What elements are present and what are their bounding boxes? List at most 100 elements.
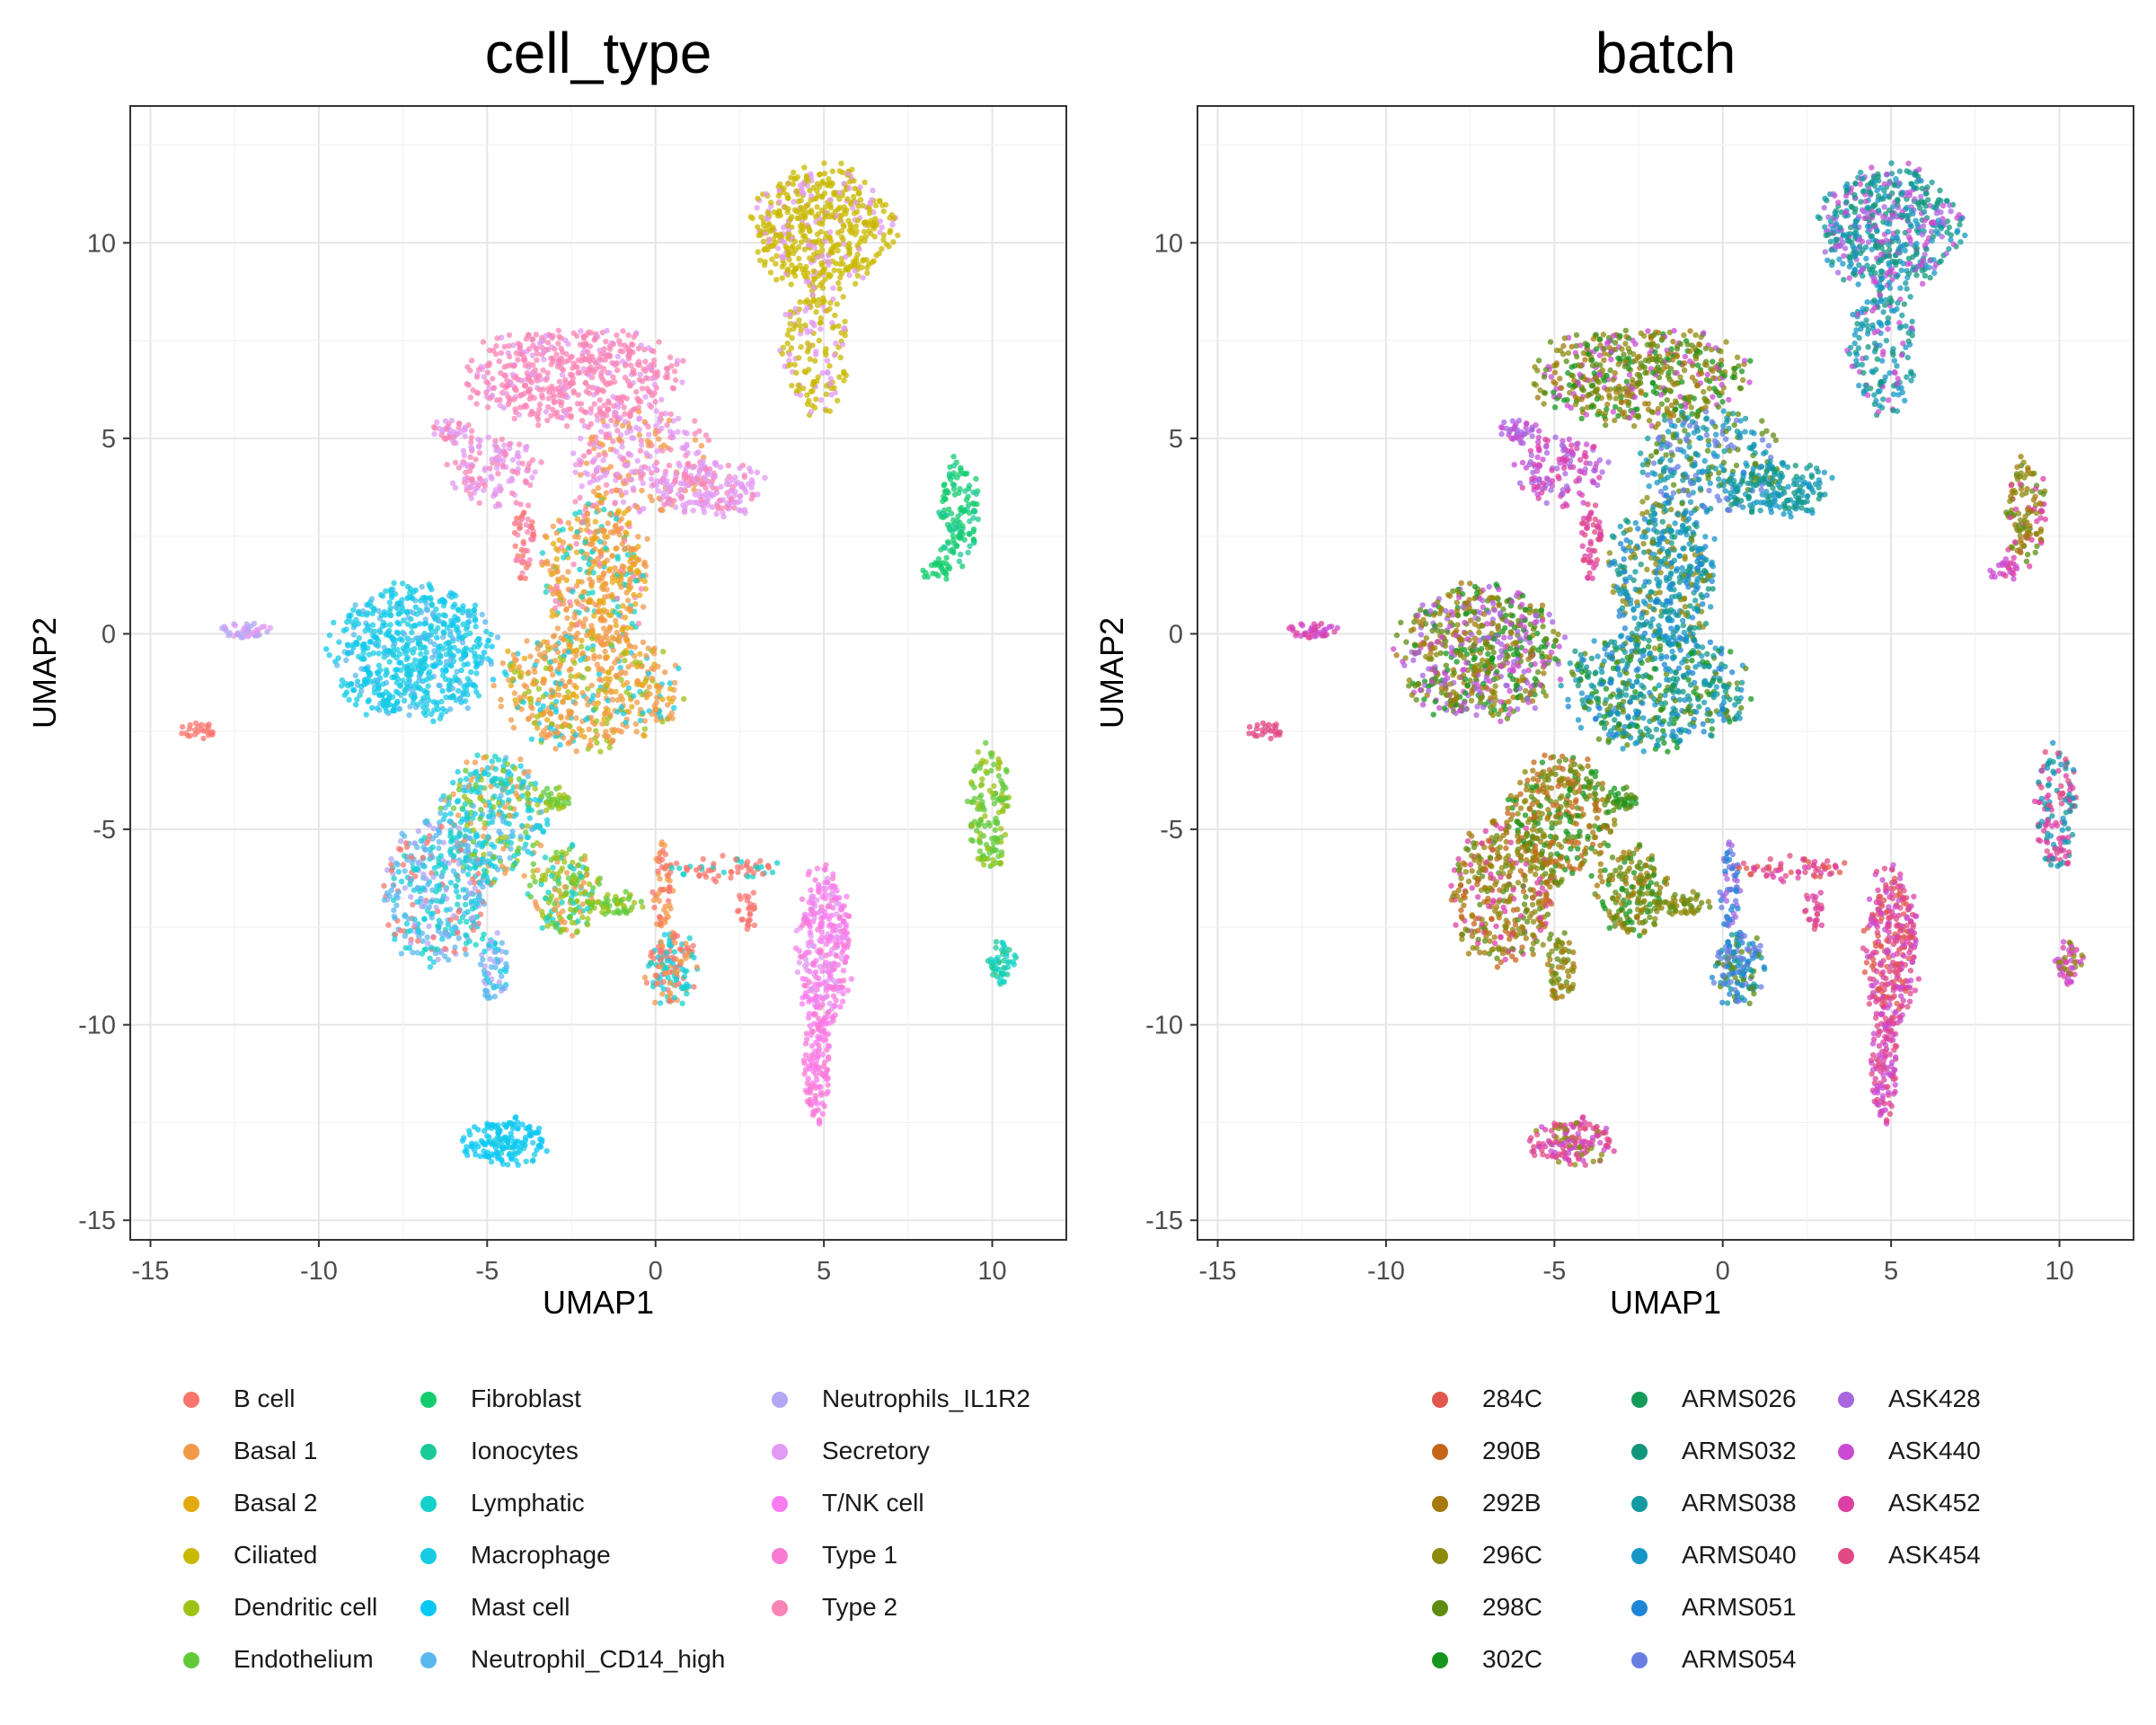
data-point <box>350 632 358 638</box>
data-point <box>835 344 842 350</box>
data-point <box>504 377 510 384</box>
data-point <box>698 497 704 503</box>
data-point <box>425 683 431 689</box>
data-point <box>420 703 427 711</box>
data-point <box>397 600 403 606</box>
data-point <box>835 961 842 969</box>
data-point <box>617 898 624 904</box>
data-point <box>614 448 620 455</box>
data-point <box>748 477 755 483</box>
data-point <box>638 898 644 905</box>
data-point <box>417 641 423 647</box>
data-point <box>822 212 828 218</box>
data-point <box>659 477 666 484</box>
data-point <box>498 792 504 799</box>
data-point <box>532 796 539 803</box>
data-point <box>523 684 530 690</box>
data-point <box>331 619 337 626</box>
data-point <box>458 667 464 674</box>
data-point <box>427 955 433 961</box>
data-point <box>846 241 853 247</box>
data-point <box>748 496 755 502</box>
data-point <box>684 990 690 997</box>
data-point <box>572 610 579 617</box>
data-point <box>588 899 595 906</box>
data-point <box>653 459 660 465</box>
data-point <box>483 642 490 650</box>
data-point <box>573 549 580 555</box>
data-point <box>538 793 544 800</box>
data-point <box>526 385 534 393</box>
data-point <box>446 801 452 808</box>
data-point <box>422 644 429 650</box>
data-point <box>595 387 601 394</box>
data-point <box>738 859 745 865</box>
data-point <box>519 460 526 466</box>
data-point <box>425 881 431 888</box>
data-point <box>643 979 650 986</box>
data-point <box>644 535 650 543</box>
data-point <box>653 408 659 414</box>
data-point <box>362 627 368 634</box>
data-point <box>421 595 429 601</box>
data-point <box>543 731 550 739</box>
data-point <box>634 361 641 367</box>
data-point <box>596 677 603 683</box>
data-point <box>575 392 582 398</box>
data-point <box>412 681 420 687</box>
data-point <box>510 661 517 668</box>
data-point <box>609 359 615 367</box>
data-point <box>789 261 795 269</box>
data-point <box>675 429 681 435</box>
data-point <box>672 940 678 946</box>
data-point <box>832 312 838 319</box>
data-point <box>557 680 564 687</box>
data-point <box>492 487 499 493</box>
data-point <box>545 395 552 402</box>
data-point <box>649 497 656 504</box>
data-point <box>464 933 470 939</box>
data-point <box>369 622 376 628</box>
data-point <box>653 972 659 978</box>
data-point <box>648 476 655 482</box>
data-point <box>512 543 518 549</box>
data-point <box>764 216 771 222</box>
data-point <box>464 814 471 820</box>
data-point <box>596 464 602 471</box>
data-point <box>570 933 576 939</box>
data-point <box>414 950 420 956</box>
data-point <box>843 253 849 261</box>
data-point <box>560 600 567 607</box>
data-point <box>476 880 483 886</box>
data-point <box>387 588 394 595</box>
data-point <box>685 944 691 951</box>
data-point <box>529 336 536 342</box>
data-point <box>602 648 608 655</box>
data-point <box>596 653 603 660</box>
data-point <box>833 341 839 347</box>
data-point <box>573 332 580 340</box>
data-point <box>556 784 562 791</box>
data-point <box>668 698 675 704</box>
data-point <box>411 921 418 928</box>
data-point <box>541 789 547 796</box>
data-point <box>449 635 455 641</box>
data-point <box>452 924 458 930</box>
data-point <box>682 968 688 975</box>
data-point <box>543 376 549 383</box>
data-point <box>592 601 599 608</box>
data-point <box>371 628 378 634</box>
data-point <box>385 632 393 639</box>
data-point <box>786 230 792 237</box>
data-point <box>805 345 812 352</box>
data-point <box>684 500 690 507</box>
data-point <box>429 915 435 921</box>
data-point <box>567 599 573 606</box>
data-point <box>481 839 488 845</box>
data-point <box>583 606 589 612</box>
data-point <box>654 448 660 455</box>
data-point <box>635 409 642 415</box>
data-point <box>517 393 524 399</box>
data-point <box>767 270 774 276</box>
data-point <box>563 850 570 857</box>
